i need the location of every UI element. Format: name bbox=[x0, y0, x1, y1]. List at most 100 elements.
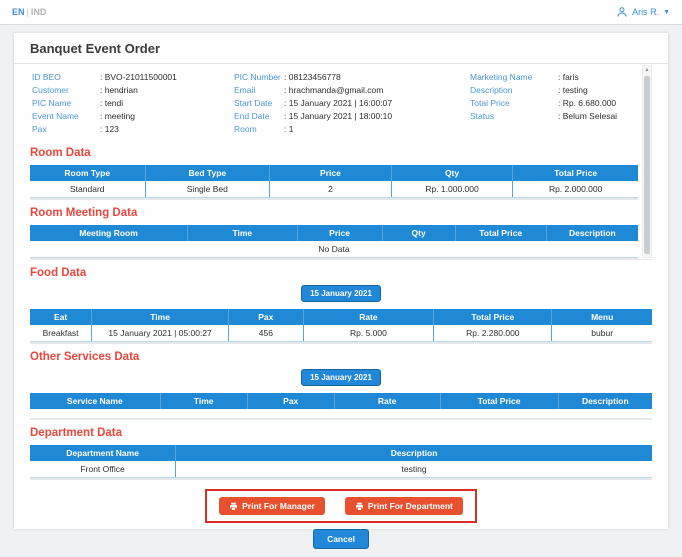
column-header: Total Price bbox=[554, 168, 598, 178]
lang-en-link[interactable]: EN bbox=[12, 7, 25, 17]
column-header: Description bbox=[568, 228, 616, 238]
table-cell: Breakfast bbox=[30, 325, 93, 341]
department-data-table: Department Name Description Front Office… bbox=[30, 445, 652, 480]
detail-label: Customer bbox=[32, 85, 69, 95]
room-meeting-data-title: Room Meeting Data bbox=[30, 207, 138, 219]
print-for-manager-label: Print For Manager bbox=[242, 501, 315, 511]
table-cell: Rp. 2.280.000 bbox=[434, 325, 553, 341]
vertical-scrollbar[interactable]: ▴ bbox=[642, 65, 652, 258]
annotation-highlight-box: Print For Manager Print For Department bbox=[205, 489, 477, 523]
printer-icon bbox=[355, 502, 364, 511]
table-cell: Standard bbox=[30, 181, 146, 197]
food-date-button[interactable]: 15 January 2021 bbox=[301, 285, 381, 302]
detail-value: : tendi bbox=[100, 98, 124, 108]
table-cell: Rp. 2.000.000 bbox=[548, 184, 603, 194]
scrollbar-thumb[interactable] bbox=[644, 76, 650, 254]
column-header: Pax bbox=[248, 393, 335, 409]
details-column-2: PIC Number: 08123456778 Email : hrachmand… bbox=[234, 71, 470, 136]
column-header: Room Type bbox=[30, 165, 146, 181]
topbar: EN | IND Aris R. ▼ bbox=[0, 0, 682, 25]
detail-label: Room bbox=[234, 124, 257, 134]
column-header: Total Price bbox=[441, 393, 559, 409]
detail-value: : hendrian bbox=[100, 85, 138, 95]
detail-label: Total Price bbox=[470, 98, 510, 108]
table-cell: Rp. 1.000.000 bbox=[392, 181, 514, 197]
room-data-title: Room Data bbox=[30, 147, 91, 159]
table-cell: 456 bbox=[229, 325, 304, 341]
print-for-department-button[interactable]: Print For Department bbox=[344, 497, 463, 515]
detail-value: : meeting bbox=[100, 111, 135, 121]
detail-value: : Rp. 6.680.000 bbox=[558, 98, 617, 108]
page-title: Banquet Event Order bbox=[14, 33, 668, 64]
column-header: Rate bbox=[335, 393, 441, 409]
print-for-manager-button[interactable]: Print For Manager bbox=[219, 497, 325, 515]
table-row: Standard Single Bed 2 Rp. 1.000.000 Rp. … bbox=[30, 181, 638, 198]
column-header: Total Price bbox=[456, 225, 547, 241]
table-cell: Front Office bbox=[30, 461, 177, 477]
detail-value: : hrachmanda@gmail.com bbox=[284, 85, 384, 95]
table-cell: Rp. 5.000 bbox=[304, 325, 435, 341]
beo-card: Banquet Event Order ID BEO : BVO-21011500… bbox=[14, 33, 668, 549]
department-data-title: Department Data bbox=[30, 427, 123, 439]
detail-label: Description bbox=[470, 85, 513, 95]
food-data-title: Food Data bbox=[30, 267, 87, 279]
table-cell: bubur bbox=[591, 328, 614, 338]
details-column-1: ID BEO : BVO-21011500001 Customer : hendri… bbox=[32, 71, 234, 136]
detail-label: Pax bbox=[32, 124, 47, 134]
detail-value: : 123 bbox=[100, 124, 119, 134]
detail-value: : faris bbox=[558, 72, 579, 82]
column-header: Time bbox=[161, 393, 248, 409]
detail-value: : Belum Selesai bbox=[558, 111, 618, 121]
chevron-down-icon: ▼ bbox=[663, 8, 670, 16]
detail-value: : 1 bbox=[284, 124, 294, 134]
cancel-button[interactable]: Cancel bbox=[313, 529, 369, 549]
detail-label: Email bbox=[234, 85, 256, 95]
column-header: Rate bbox=[304, 309, 435, 325]
column-header: Bed Type bbox=[146, 165, 271, 181]
detail-label: End Date bbox=[234, 111, 270, 121]
user-name: Aris R. bbox=[632, 7, 660, 17]
detail-value: : 15 January 2021 | 18:00:10 bbox=[284, 111, 393, 121]
column-header: Description bbox=[390, 448, 438, 458]
detail-label: PIC Number bbox=[234, 72, 281, 82]
other-services-data-title: Other Services Data bbox=[30, 351, 140, 363]
table-header-row: Meeting Room Time Price Qty Total Price … bbox=[30, 225, 638, 241]
printer-icon bbox=[229, 502, 238, 511]
column-header: Time bbox=[188, 225, 298, 241]
column-header: Description bbox=[581, 396, 629, 406]
detail-value: : 08123456778 bbox=[284, 72, 341, 82]
food-data-table: Eat Time Pax Rate Total Price Menu Break… bbox=[30, 309, 652, 344]
detail-value: : 15 January 2021 | 16:00:07 bbox=[284, 98, 393, 108]
scrollbar-up-arrow[interactable]: ▴ bbox=[645, 67, 649, 73]
column-header: Meeting Room bbox=[30, 225, 189, 241]
language-switcher: EN | IND bbox=[12, 7, 46, 17]
column-header: Eat bbox=[30, 309, 93, 325]
detail-value: : BVO-21011500001 bbox=[100, 72, 177, 82]
detail-label: Start Date bbox=[234, 98, 273, 108]
lang-ind-link[interactable]: IND bbox=[30, 7, 47, 17]
column-header: Total Price bbox=[434, 309, 553, 325]
table-cell: 2 bbox=[270, 181, 392, 197]
detail-label: Event Name bbox=[32, 111, 79, 121]
room-data-table: Room Type Bed Type Price Qty Total Price… bbox=[30, 165, 638, 200]
table-header-row: Service Name Time Pax Rate Total Price D… bbox=[30, 393, 652, 409]
other-services-data-table: Service Name Time Pax Rate Total Price D… bbox=[30, 393, 652, 420]
detail-label: PIC Name bbox=[32, 98, 72, 108]
details-column-3: Marketing Name : faris Description : testi… bbox=[470, 71, 638, 136]
table-header-row: Eat Time Pax Rate Total Price Menu bbox=[30, 309, 652, 325]
column-header: Qty bbox=[383, 225, 456, 241]
user-menu[interactable]: Aris R. ▼ bbox=[616, 6, 670, 18]
print-for-department-label: Print For Department bbox=[367, 501, 453, 511]
column-header: Service Name bbox=[30, 393, 161, 409]
detail-label: Marketing Name bbox=[470, 72, 533, 82]
detail-value: : testing bbox=[558, 85, 588, 95]
column-header: Pax bbox=[229, 309, 304, 325]
table-header-row: Room Type Bed Type Price Qty Total Price bbox=[30, 165, 638, 181]
detail-label: ID BEO bbox=[32, 72, 61, 82]
column-header: Price bbox=[298, 225, 383, 241]
lang-divider: | bbox=[26, 7, 29, 17]
other-services-date-button[interactable]: 15 January 2021 bbox=[301, 369, 381, 386]
column-header: Price bbox=[270, 165, 392, 181]
detail-label: Status bbox=[470, 111, 495, 121]
table-cell: 15 January 2021 | 05:00:27 bbox=[92, 325, 230, 341]
